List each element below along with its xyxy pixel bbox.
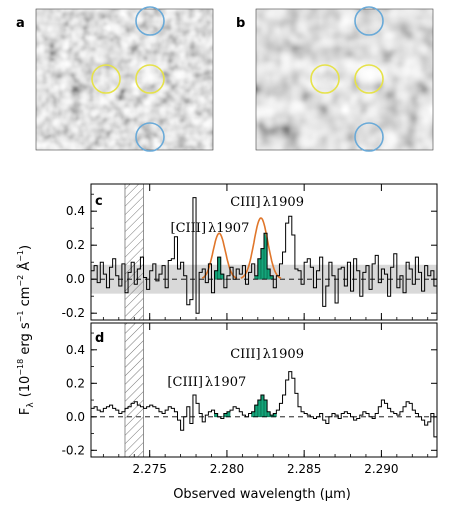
panel-d-xtick-label: 2.280 [210,462,244,476]
panel-a-source-blob [137,66,163,88]
panel-d-line-label-1: [CIII] λ1907 [167,375,246,390]
panel-d-ytick-label: -0.2 [62,443,85,457]
y-axis-title-mid2: cm [18,287,33,311]
panel-d-frame [90,322,438,458]
panel-d-spectrum-line [91,371,437,438]
panel-d-spectrum: -0.2 0.0 0.2 0.4 2.275 2.280 2.285 2.290 [CIII] λ… [62,322,438,476]
panel-d-ytick-label: 0.4 [66,343,85,357]
y-axis-title-exp4: −1 [16,250,25,262]
y-axis-title-unit: (10 [18,376,33,398]
panel-d-xtick-label: 2.275 [133,462,167,476]
panel-d-xtick-label: 2.290 [364,462,398,476]
panel-c-label: c [95,194,103,209]
panel-b-label: b [236,16,245,31]
panel-b-reference-circle-3 [354,6,384,36]
panel-c-line-label-1: [CIII] λ1907 [171,221,250,236]
panel-c-ytick-label: 0.2 [66,238,85,252]
y-axis-title-exp1: −18 [16,359,25,376]
y-axis-title-mid1: erg s [18,322,33,359]
panel-b-source-blob-dim [315,71,335,89]
y-axis-title-exp2: −1 [16,311,25,323]
panel-c-spectrum-line [91,197,437,314]
panel-a-reference-circle-3 [135,6,165,36]
panel-c-frame [90,183,438,321]
panel-b-image [255,6,434,152]
panel-c-excluded-region [124,183,144,321]
panel-d-excluded-region [124,322,144,458]
y-axis-title-sub: λ [26,402,36,408]
panel-d-ytick-label: 0.2 [66,376,85,390]
panel-a-source-circle-2 [135,64,165,94]
y-axis-title: Fλ(10−18 erg s−1 cm−2 Å−1) [16,245,36,415]
panel-c-line-label-2: CIII] λ1909 [230,195,304,210]
panel-a-reference-circle-4 [135,122,165,152]
y-axis-title-f: F [18,408,33,415]
panel-a-label: a [16,16,25,31]
panel-a-source-blob-dim [98,72,116,88]
y-axis-title-exp3: −2 [16,275,25,287]
panel-c-spectrum: -0.2 0.0 0.2 0.4 [CIII] λ1907 CIII] λ1909 [62,183,438,321]
panel-c-ytick-label: -0.2 [62,306,85,320]
x-axis-title: Observed wavelength (μm) [173,487,351,502]
panel-b-source-blob [355,64,385,90]
panel-b-reference-circle-4 [354,122,384,152]
panel-a-source-circle-1 [91,64,121,94]
panel-b-source-circle-2 [354,64,384,94]
y-axis-title-end: ) [18,245,33,250]
y-axis-title-mid3: Å [17,262,33,275]
panel-d-line-label-2: CIII] λ1909 [230,347,304,362]
panel-b-source-circle-1 [310,64,340,94]
panel-d-line-fill-1 [214,411,231,418]
panel-a-image [35,6,214,152]
panel-c-ytick-label: 0.0 [66,272,85,286]
panel-d-label: d [95,331,104,346]
svg-text:Fλ(10−18 erg s−1 cm−2 Å−1): Fλ(10−18 erg s−1 cm−2 Å−1) [16,245,36,415]
panel-d-ytick-label: 0.0 [66,410,85,424]
panel-c-ytick-label: 0.4 [66,204,85,218]
panel-d-xtick-label: 2.285 [287,462,321,476]
